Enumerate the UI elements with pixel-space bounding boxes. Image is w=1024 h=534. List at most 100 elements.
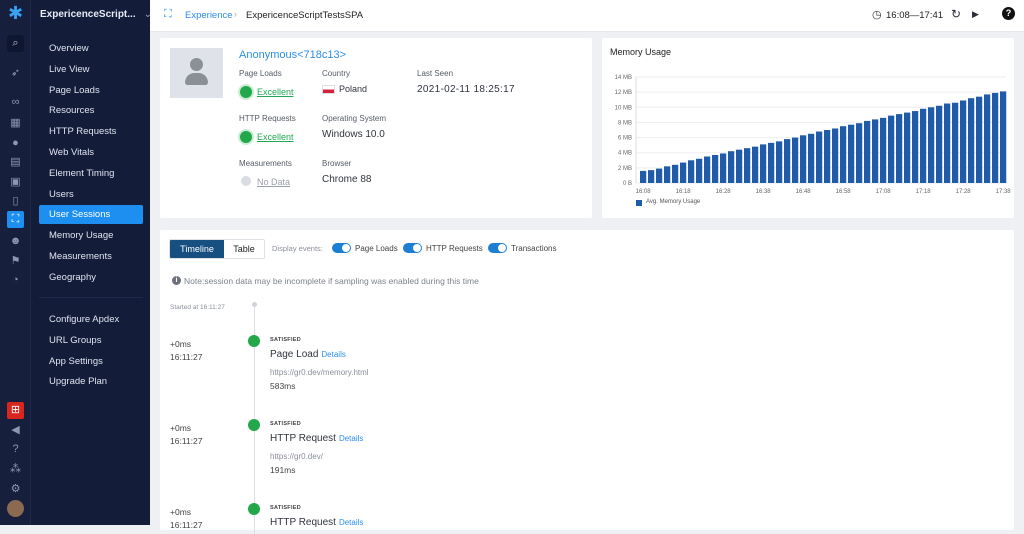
bar (848, 124, 855, 183)
bar (760, 144, 767, 183)
event-time: +0ms 16:11:27 (170, 338, 202, 364)
details-link[interactable]: Details (338, 518, 364, 527)
event-timestamp: 16:11:27 (170, 520, 203, 530)
bar (784, 139, 791, 183)
breadcrumb-current: ExpericenceScriptTestsSPA (246, 10, 364, 21)
experience-icon[interactable]: ⛶ (7, 211, 24, 228)
measurements-value[interactable]: No Data (257, 177, 291, 187)
sidebar-item-memory-usage[interactable]: Memory Usage (49, 230, 114, 242)
inbox-icon[interactable]: ▤ (10, 156, 21, 168)
team-icon[interactable]: ⁂ (10, 463, 21, 475)
bar (832, 128, 839, 183)
user-avatar-placeholder (170, 48, 223, 98)
sidebar-item-app-settings[interactable]: App Settings (49, 355, 103, 367)
legend-label[interactable]: Avg. Memory Usage (646, 199, 701, 205)
toggle-transactions[interactable] (488, 243, 507, 253)
sidebar-item-configure-apdex[interactable]: Configure Apdex (49, 314, 120, 325)
app-selector[interactable]: ExpericenceScript... ⌄ (40, 9, 152, 20)
event-type: HTTP Request (270, 433, 336, 444)
y-tick-label: 0 B (623, 181, 632, 187)
event-duration: 191ms (270, 465, 296, 475)
octopus-logo-icon[interactable]: ✱ (7, 3, 24, 23)
rocket-icon[interactable]: ➶ (10, 67, 21, 79)
sidebar-item-web-vitals[interactable]: Web Vitals (49, 147, 95, 158)
browser-label: Browser (322, 159, 352, 168)
event-offset: +0ms (170, 423, 192, 433)
bar (736, 149, 743, 183)
sidebar-item-live-view[interactable]: Live View (49, 63, 90, 75)
bar (672, 164, 679, 183)
bar (880, 117, 887, 183)
icon-rail: ✱ ⌕ ➶ ∞ ▦ ● ▤ ▣ ▯ ⛶ ☻ ⚑ ◔ ⊞ ◀ ? ⁂ ⚙ (0, 0, 31, 525)
tab-table[interactable]: Table (233, 244, 255, 254)
bar (752, 146, 759, 183)
satisfied-status-icon (248, 503, 260, 515)
flag-icon[interactable]: ⚑ (10, 255, 21, 267)
megaphone-icon[interactable]: ◀ (11, 424, 20, 436)
avatar[interactable] (7, 500, 24, 517)
play-icon[interactable]: ▶ (972, 9, 979, 19)
tab-timeline[interactable]: Timeline (170, 240, 224, 258)
sidebar-item-page-loads[interactable]: Page Loads (49, 84, 100, 96)
time-range[interactable]: 16:08—17:41 (886, 10, 944, 21)
sidebar-item-upgrade-plan[interactable]: Upgrade Plan (49, 376, 108, 388)
event-type: HTTP Request (270, 517, 336, 528)
toggle-http-requests[interactable] (403, 243, 422, 253)
robot-icon[interactable]: ☻ (9, 235, 22, 247)
document-icon[interactable]: ▯ (12, 195, 19, 207)
alert-icon[interactable]: ● (12, 137, 19, 149)
breadcrumb-experience[interactable]: Experience (185, 10, 233, 21)
bar (824, 130, 831, 183)
browser-value: Chrome 88 (322, 174, 372, 185)
bar (664, 166, 671, 183)
bar (904, 112, 911, 183)
timeline-start-dot (252, 302, 257, 307)
breadcrumb-chevron-icon: › (234, 9, 237, 19)
y-tick-label: 4 MB (618, 151, 632, 157)
bar (704, 156, 711, 183)
gauge-icon[interactable]: ◔ (12, 274, 19, 286)
sidebar-item-http-requests[interactable]: HTTP Requests (49, 126, 117, 138)
experience-icon: ⛶ (164, 8, 172, 20)
user-name[interactable]: Anonymous<718c13> (239, 49, 347, 61)
bar (992, 92, 999, 183)
refresh-icon[interactable]: ↻ (951, 7, 962, 21)
help-icon[interactable]: ? (1002, 7, 1015, 20)
bar (936, 105, 943, 183)
page-loads-value[interactable]: Excellent (257, 87, 294, 97)
bar (720, 153, 727, 183)
sidebar-item-resources[interactable]: Resources (49, 105, 95, 117)
details-link[interactable]: Details (338, 434, 364, 443)
sidebar-item-users[interactable]: Users (49, 188, 74, 200)
http-requests-value[interactable]: Excellent (257, 132, 294, 142)
sidebar-item-user-sessions[interactable]: User Sessions (39, 205, 143, 225)
settings-gear-icon[interactable]: ⚙ (10, 483, 21, 495)
help-icon[interactable]: ? (12, 443, 19, 455)
toggle-label: Page Loads (355, 244, 398, 253)
details-link[interactable]: Details (321, 350, 346, 359)
bar (792, 137, 799, 183)
x-tick-label: 16:28 (716, 189, 732, 195)
search-icon[interactable]: ⌕ (7, 35, 24, 52)
binoculars-icon[interactable]: ∞ (11, 96, 20, 108)
grid-icon[interactable]: ▦ (10, 117, 21, 129)
event-item: HTTP Request Details (270, 433, 363, 444)
bar (800, 135, 807, 183)
http-requests-label: HTTP Requests (239, 114, 296, 123)
event-item: HTTP Request Details (270, 517, 363, 528)
bar (816, 131, 823, 183)
sidebar-item-element-timing[interactable]: Element Timing (49, 167, 115, 179)
bar (768, 142, 775, 183)
toggle-page-loads[interactable] (332, 243, 351, 253)
chart-icon[interactable]: ▣ (10, 176, 21, 188)
sidebar-item-geography[interactable]: Geography (49, 271, 97, 283)
page-loads-label: Page Loads (239, 69, 282, 78)
sidebar-item-url-groups[interactable]: URL Groups (49, 334, 102, 346)
sidebar-item-measurements[interactable]: Measurements (49, 251, 112, 262)
bar (872, 119, 879, 183)
sidebar-item-overview[interactable]: Overview (49, 43, 89, 54)
gift-icon[interactable]: ⊞ (7, 402, 24, 419)
x-tick-label: 16:38 (756, 189, 772, 195)
bar (856, 123, 863, 183)
y-tick-label: 10 MB (615, 105, 632, 111)
